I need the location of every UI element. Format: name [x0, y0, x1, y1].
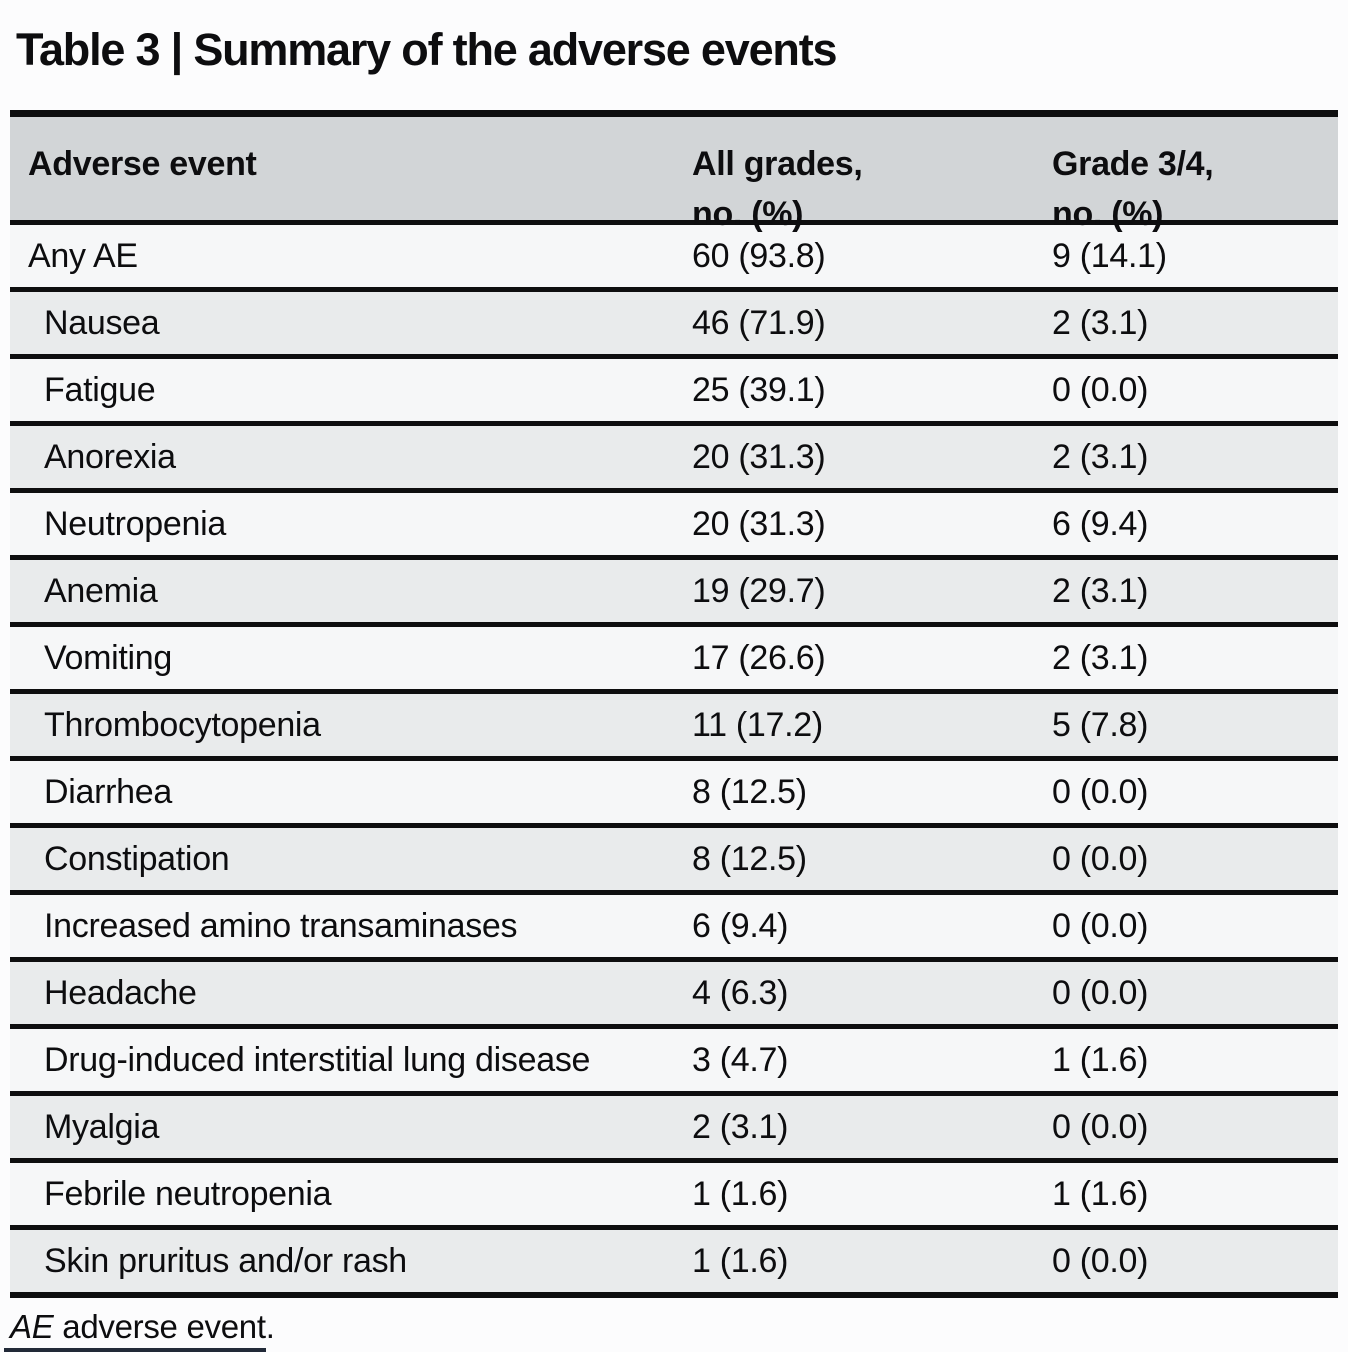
table-footnote: AE adverse event. — [10, 1308, 1348, 1346]
cell-grade-3-4: 0 (0.0) — [1052, 772, 1149, 811]
table-row: Headache 4 (6.3) 0 (0.0) — [10, 957, 1338, 1024]
header-adverse-event: Adverse event — [28, 145, 257, 183]
cell-event: Constipation — [44, 839, 230, 878]
cell-all-grades: 4 (6.3) — [692, 973, 789, 1012]
table-row: Anemia 19 (29.7) 2 (3.1) — [10, 555, 1338, 622]
cell-all-grades: 6 (9.4) — [692, 906, 789, 945]
table-row: Neutropenia 20 (31.3) 6 (9.4) — [10, 488, 1338, 555]
header-all-grades: All grades, no. (%) — [692, 145, 863, 233]
cell-event: Headache — [44, 973, 197, 1012]
cropped-text-artifact — [4, 1348, 266, 1352]
table-row: Febrile neutropenia 1 (1.6) 1 (1.6) — [10, 1158, 1338, 1225]
cell-all-grades: 60 (93.8) — [692, 236, 826, 275]
table-row: Anorexia 20 (31.3) 2 (3.1) — [10, 421, 1338, 488]
cell-grade-3-4: 0 (0.0) — [1052, 839, 1149, 878]
cell-grade-3-4: 1 (1.6) — [1052, 1040, 1149, 1079]
table-row: Skin pruritus and/or rash 1 (1.6) 0 (0.0… — [10, 1225, 1338, 1292]
page-title: Table 3 | Summary of the adverse events — [16, 24, 838, 75]
cell-event: Thrombocytopenia — [44, 705, 321, 744]
cell-grade-3-4: 0 (0.0) — [1052, 973, 1149, 1012]
cell-all-grades: 2 (3.1) — [692, 1107, 789, 1146]
cell-grade-3-4: 1 (1.6) — [1052, 1174, 1149, 1213]
cell-grade-3-4: 0 (0.0) — [1052, 1107, 1149, 1146]
table-row: Any AE 60 (93.8) 9 (14.1) — [10, 220, 1338, 287]
adverse-events-table: Adverse event All grades, no. (%) Grade … — [10, 110, 1338, 1298]
cell-event: Myalgia — [44, 1107, 160, 1146]
cell-event: Increased amino transaminases — [44, 906, 518, 945]
cell-grade-3-4: 0 (0.0) — [1052, 370, 1149, 409]
cell-all-grades: 17 (26.6) — [692, 638, 826, 677]
footnote-text: adverse event. — [53, 1308, 275, 1345]
table-row: Diarrhea 8 (12.5) 0 (0.0) — [10, 756, 1338, 823]
cell-all-grades: 46 (71.9) — [692, 303, 826, 342]
cell-grade-3-4: 2 (3.1) — [1052, 571, 1149, 610]
cell-event: Fatigue — [44, 370, 156, 409]
cell-event: Anorexia — [44, 437, 176, 476]
table-header-row: Adverse event All grades, no. (%) Grade … — [10, 117, 1338, 233]
table-row: Drug-induced interstitial lung disease 3… — [10, 1024, 1338, 1091]
cell-all-grades: 1 (1.6) — [692, 1174, 789, 1213]
table-row: Increased amino transaminases 6 (9.4) 0 … — [10, 890, 1338, 957]
header-grade-3-4: Grade 3/4, no. (%) — [1052, 145, 1214, 233]
cell-event: Neutropenia — [44, 504, 226, 543]
cell-grade-3-4: 2 (3.1) — [1052, 638, 1149, 677]
cell-grade-3-4: 0 (0.0) — [1052, 1241, 1149, 1280]
cell-all-grades: 3 (4.7) — [692, 1040, 789, 1079]
cell-grade-3-4: 2 (3.1) — [1052, 437, 1149, 476]
cell-event: Any AE — [28, 236, 138, 275]
cell-grade-3-4: 5 (7.8) — [1052, 705, 1149, 744]
cell-event: Drug-induced interstitial lung disease — [44, 1040, 591, 1079]
cell-event: Skin pruritus and/or rash — [44, 1241, 407, 1280]
table-row: Myalgia 2 (3.1) 0 (0.0) — [10, 1091, 1338, 1158]
cell-all-grades: 8 (12.5) — [692, 772, 807, 811]
table-row: Vomiting 17 (26.6) 2 (3.1) — [10, 622, 1338, 689]
cell-all-grades: 19 (29.7) — [692, 571, 826, 610]
cell-event: Febrile neutropenia — [44, 1174, 332, 1213]
table-row: Constipation 8 (12.5) 0 (0.0) — [10, 823, 1338, 890]
table-row: Fatigue 25 (39.1) 0 (0.0) — [10, 354, 1338, 421]
cell-event: Nausea — [44, 303, 160, 342]
footnote-abbreviation: AE — [10, 1308, 54, 1345]
table-row: Nausea 46 (71.9) 2 (3.1) — [10, 287, 1338, 354]
cell-all-grades: 25 (39.1) — [692, 370, 826, 409]
cell-all-grades: 20 (31.3) — [692, 504, 826, 543]
cell-grade-3-4: 2 (3.1) — [1052, 303, 1149, 342]
cell-grade-3-4: 9 (14.1) — [1052, 236, 1167, 275]
cell-all-grades: 20 (31.3) — [692, 437, 826, 476]
cell-grade-3-4: 0 (0.0) — [1052, 906, 1149, 945]
cell-event: Anemia — [44, 571, 158, 610]
table-row: Thrombocytopenia 11 (17.2) 5 (7.8) — [10, 689, 1338, 756]
cell-all-grades: 1 (1.6) — [692, 1241, 789, 1280]
cell-all-grades: 8 (12.5) — [692, 839, 807, 878]
cell-all-grades: 11 (17.2) — [692, 705, 823, 744]
cell-event: Vomiting — [44, 638, 173, 677]
cell-grade-3-4: 6 (9.4) — [1052, 504, 1149, 543]
cell-event: Diarrhea — [44, 772, 172, 811]
